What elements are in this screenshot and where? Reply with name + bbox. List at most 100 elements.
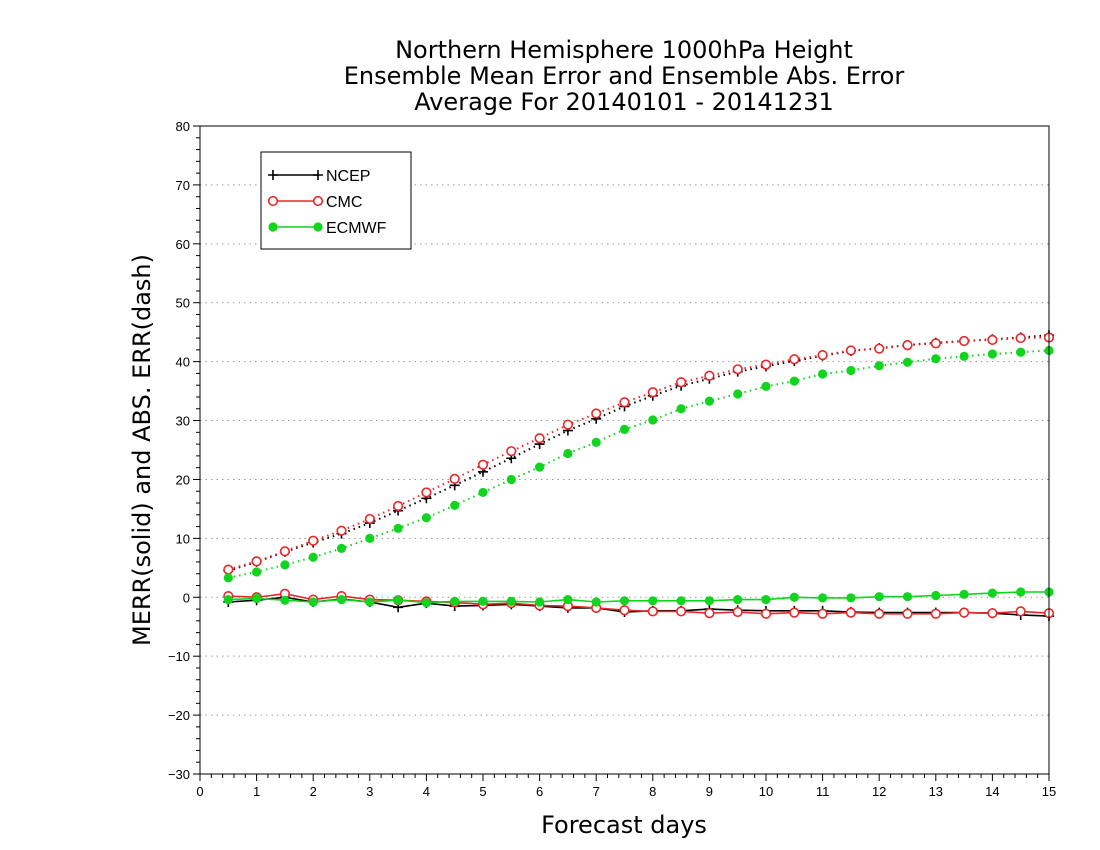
plot-frame bbox=[199, 125, 1050, 775]
cmc-abs-err-point bbox=[591, 408, 602, 419]
y-tick-label: 80 bbox=[176, 119, 190, 134]
legend-marker bbox=[267, 195, 279, 207]
ecmwf-merr-point bbox=[563, 595, 573, 605]
ecmwf-abs-err-point bbox=[704, 396, 715, 406]
cmc-merr-point bbox=[647, 606, 658, 617]
x-tick-label: 0 bbox=[196, 784, 203, 799]
ncep-abs-err-line bbox=[228, 334, 1050, 572]
ecmwf-abs-err-point bbox=[535, 462, 545, 472]
y-tick-label: 50 bbox=[176, 296, 190, 311]
x-tick-label: 14 bbox=[985, 784, 999, 799]
cmc-abs-err-point bbox=[251, 556, 262, 567]
cmc-abs-err-point bbox=[902, 340, 913, 351]
y-tick-label: 40 bbox=[176, 355, 190, 370]
ecmwf-abs-err-point bbox=[365, 533, 375, 543]
cmc-merr-point bbox=[704, 608, 715, 619]
cmc-abs-err-point bbox=[506, 446, 517, 457]
ecmwf-merr-point bbox=[478, 596, 488, 606]
ecmwf-merr-point bbox=[421, 597, 431, 608]
cmc-abs-err-point bbox=[364, 513, 375, 525]
ecmwf-merr-point bbox=[308, 597, 318, 607]
ecmwf-abs-err-point bbox=[223, 573, 233, 583]
ecmwf-abs-err-point bbox=[761, 381, 771, 391]
cmc-abs-err-point bbox=[845, 345, 857, 356]
cmc-merr-point bbox=[874, 608, 885, 619]
x-tick-label: 12 bbox=[872, 784, 886, 799]
ecmwf-abs-err-point bbox=[393, 523, 403, 533]
ecmwf-merr-point bbox=[761, 595, 771, 605]
legend-marker bbox=[268, 170, 278, 180]
x-tick-label: 6 bbox=[536, 784, 543, 799]
cmc-merr-point bbox=[902, 608, 913, 619]
y-tick-label: 10 bbox=[176, 531, 190, 546]
ecmwf-merr-point bbox=[676, 596, 686, 606]
cmc-abs-err-point bbox=[336, 525, 347, 536]
ecmwf-abs-err-point bbox=[421, 513, 431, 523]
series-group bbox=[223, 330, 1055, 622]
grid-lines bbox=[200, 184, 1049, 716]
cmc-abs-err-point bbox=[874, 343, 885, 354]
legend-label-ecmwf: ECMWF bbox=[326, 220, 387, 237]
cmc-merr-point bbox=[845, 607, 857, 618]
cmc-abs-err-point bbox=[449, 473, 460, 484]
cmc-abs-err-point bbox=[704, 370, 715, 381]
ecmwf-merr-point bbox=[591, 597, 601, 607]
x-tick-label: 11 bbox=[816, 784, 830, 799]
ecmwf-abs-err-point bbox=[478, 487, 488, 498]
cmc-abs-err-point bbox=[732, 364, 743, 375]
x-tick-label: 1 bbox=[253, 784, 260, 799]
chart-title: Northern Hemisphere 1000hPa HeightEnsemb… bbox=[344, 36, 905, 116]
ecmwf-merr-point bbox=[450, 596, 460, 606]
y-tick-label: 70 bbox=[176, 178, 190, 193]
cmc-abs-err-point bbox=[393, 500, 404, 512]
ecmwf-abs-err-point bbox=[733, 389, 743, 399]
ecmwf-merr-point bbox=[789, 592, 799, 602]
ecmwf-abs-err-point bbox=[902, 357, 913, 367]
x-tick-label: 9 bbox=[706, 784, 713, 799]
ecmwf-merr-point bbox=[619, 596, 630, 606]
ecmwf-merr-point bbox=[223, 595, 233, 605]
ecmwf-merr-point bbox=[733, 595, 743, 605]
ecmwf-merr-point bbox=[506, 596, 516, 606]
legend-label-ncep: NCEP bbox=[326, 168, 370, 185]
ecmwf-abs-err-point bbox=[648, 415, 658, 425]
ecmwf-abs-err-point bbox=[336, 543, 347, 553]
ecmwf-abs-err-point bbox=[818, 369, 828, 379]
ecmwf-merr-point bbox=[252, 593, 262, 604]
x-tick-label: 10 bbox=[759, 784, 773, 799]
legend-marker bbox=[313, 222, 323, 232]
ecmwf-abs-err-point bbox=[789, 376, 799, 386]
x-tick-label: 5 bbox=[479, 784, 486, 799]
cmc-abs-err-point bbox=[308, 535, 319, 546]
ecmwf-merr-point bbox=[818, 593, 828, 603]
cmc-abs-err-line bbox=[228, 336, 1050, 571]
ecmwf-abs-err-point bbox=[1016, 347, 1026, 357]
cmc-abs-err-point bbox=[534, 433, 545, 444]
cmc-abs-err-point bbox=[958, 335, 970, 347]
ecmwf-merr-point bbox=[874, 592, 884, 602]
cmc-merr-point bbox=[930, 608, 941, 619]
cmc-abs-err-point bbox=[930, 338, 941, 349]
cmc-merr-point bbox=[675, 606, 687, 617]
x-axis-label: Forecast days bbox=[541, 811, 707, 839]
ecmwf-merr-point bbox=[987, 588, 998, 598]
x-tick-label: 2 bbox=[310, 784, 317, 799]
cmc-abs-err-point bbox=[817, 350, 828, 361]
cmc-abs-err-point bbox=[789, 354, 800, 365]
ecmwf-abs-err-point bbox=[591, 437, 601, 447]
y-axis: 80 70 60 50 40 30 20 10 0 −10 −20 −30 bbox=[168, 119, 200, 782]
ecmwf-merr-point bbox=[1016, 587, 1026, 597]
x-tick-label: 15 bbox=[1042, 784, 1056, 799]
title-line-2: Ensemble Mean Error and Ensemble Abs. Er… bbox=[344, 62, 905, 90]
title-line-3: Average For 20140101 - 20141231 bbox=[414, 88, 834, 116]
cmc-abs-err-point bbox=[647, 387, 658, 398]
ecmwf-merr-point bbox=[846, 593, 856, 603]
ecmwf-abs-err-point bbox=[450, 500, 460, 510]
ecmwf-merr-point bbox=[336, 595, 347, 605]
ecmwf-abs-err-point bbox=[959, 351, 969, 361]
y-tick-label: 20 bbox=[176, 472, 190, 487]
cmc-merr-point bbox=[760, 608, 772, 619]
ecmwf-merr-point bbox=[535, 597, 545, 607]
cmc-merr-point bbox=[817, 608, 828, 619]
